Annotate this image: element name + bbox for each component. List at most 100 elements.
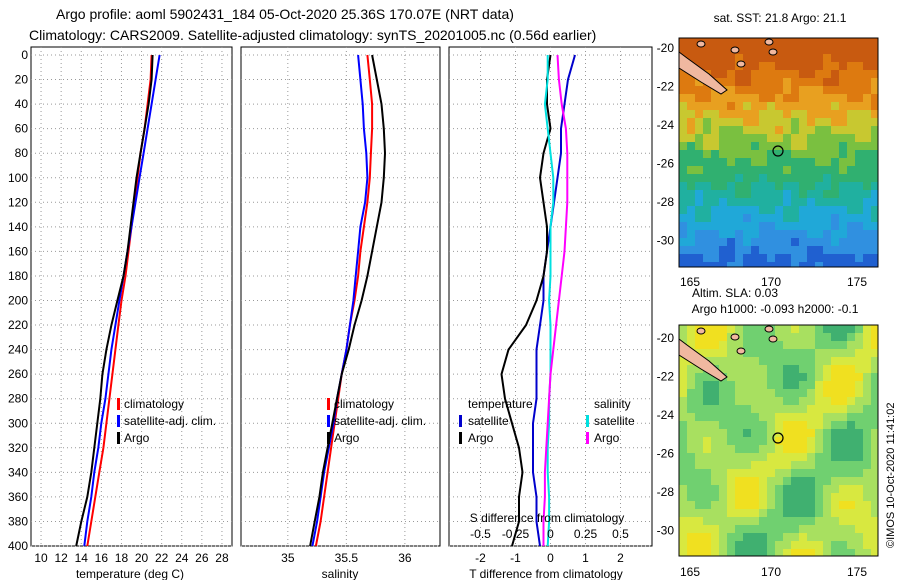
- x-tick-label: 24: [175, 551, 189, 565]
- map-cell: [679, 325, 687, 333]
- map-cell: [767, 78, 775, 86]
- map-cell: [695, 389, 703, 397]
- map-cell: [855, 509, 863, 517]
- map-cell: [711, 405, 719, 413]
- map-cell: [831, 158, 839, 166]
- map-cell: [727, 373, 735, 381]
- map-cell: [823, 246, 831, 254]
- map-cell: [775, 373, 783, 381]
- map-cell: [863, 126, 871, 134]
- map-cell: [799, 198, 807, 206]
- map-cell: [703, 54, 711, 62]
- map-cell: [847, 381, 855, 389]
- map-cell: [727, 174, 735, 182]
- map-cell: [703, 38, 711, 46]
- map-cell: [767, 549, 775, 556]
- depth-tick-label: 120: [8, 195, 28, 209]
- map-cell: [703, 182, 711, 190]
- map-cell: [759, 102, 767, 110]
- map-cell: [727, 78, 735, 86]
- map-cell: [711, 453, 719, 461]
- series-line-satellite-adj-clim-: [83, 54, 161, 547]
- map-cell: [871, 509, 878, 517]
- map-cell: [775, 365, 783, 373]
- legend-diff-temp-argo: Argo: [468, 431, 494, 445]
- map-cell: [775, 254, 783, 262]
- map-cell: [751, 333, 759, 341]
- map-lon-tick: 175: [847, 275, 867, 289]
- map-cell: [863, 150, 871, 158]
- map-cell: [719, 222, 727, 230]
- map-cell: [703, 477, 711, 485]
- map-cell: [783, 214, 791, 222]
- map-cell: [823, 126, 831, 134]
- map-cell: [679, 230, 687, 238]
- map-cell: [719, 262, 727, 267]
- map-cell: [751, 238, 759, 246]
- map-cell: [679, 461, 687, 469]
- map-cell: [719, 381, 727, 389]
- map-cell: [855, 102, 863, 110]
- map-cell: [815, 373, 823, 381]
- map-cell: [695, 381, 703, 389]
- map-cell: [831, 389, 839, 397]
- map-cell: [791, 445, 799, 453]
- map-cell: [711, 485, 719, 493]
- map-cell: [711, 54, 719, 62]
- map-cell: [839, 509, 847, 517]
- argo-location-marker: [772, 145, 784, 157]
- map-cell: [839, 413, 847, 421]
- map-cell: [743, 70, 751, 78]
- map-cell: [799, 341, 807, 349]
- map-cell: [839, 254, 847, 262]
- map-cell: [871, 461, 878, 469]
- map-cell: [847, 214, 855, 222]
- map-cell: [871, 142, 878, 150]
- map-cell: [679, 254, 687, 262]
- map-cell: [823, 262, 831, 267]
- map-cell: [807, 413, 815, 421]
- legend-temp-argo-swatch: [117, 432, 120, 444]
- map-cell: [791, 501, 799, 509]
- map-cell: [727, 38, 735, 46]
- map-cell: [831, 198, 839, 206]
- map-cell: [815, 469, 823, 477]
- map-cell: [807, 198, 815, 206]
- map-cell: [783, 126, 791, 134]
- map-cell: [767, 525, 775, 533]
- map-cell: [751, 485, 759, 493]
- map-cell: [863, 421, 871, 429]
- map-cell: [831, 485, 839, 493]
- map-cell: [799, 525, 807, 533]
- map-cell: [767, 134, 775, 142]
- map-cell: [783, 94, 791, 102]
- map-cell: [863, 501, 871, 509]
- series-line-salinity-argo: [542, 54, 569, 546]
- map-cell: [871, 501, 878, 509]
- map-cell: [775, 166, 783, 174]
- map-cell: [743, 461, 751, 469]
- map-cell: [799, 437, 807, 445]
- map-cell: [711, 62, 719, 70]
- map-cell: [759, 341, 767, 349]
- map-cell: [711, 134, 719, 142]
- map-cell: [855, 206, 863, 214]
- map-cell: [823, 413, 831, 421]
- map-cell: [727, 166, 735, 174]
- depth-tick-label: 140: [8, 220, 28, 234]
- map-lat-tick: -22: [657, 80, 675, 94]
- map-cell: [775, 78, 783, 86]
- map-cell: [791, 485, 799, 493]
- map-cell: [679, 78, 687, 86]
- map-cell: [791, 54, 799, 62]
- map-cell: [799, 445, 807, 453]
- map-cell: [791, 78, 799, 86]
- map-cell: [767, 142, 775, 150]
- map-cell: [775, 509, 783, 517]
- map-cell: [799, 70, 807, 78]
- map-cell: [871, 381, 878, 389]
- map-cell: [839, 373, 847, 381]
- map-cell: [743, 62, 751, 70]
- map-cell: [807, 397, 815, 405]
- map-cell: [767, 190, 775, 198]
